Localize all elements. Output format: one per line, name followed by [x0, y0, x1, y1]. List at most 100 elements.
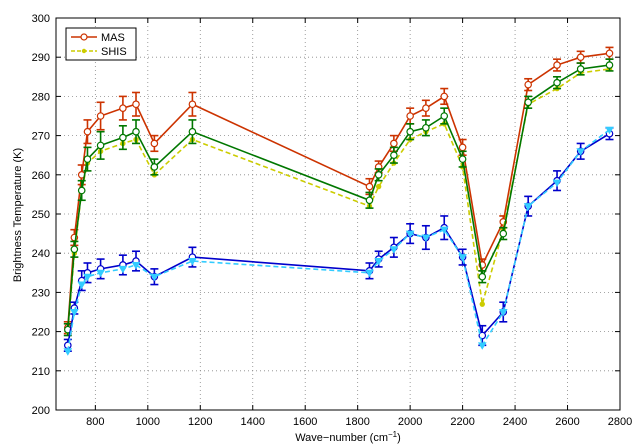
data-point [552, 179, 562, 188]
y-tick-label: 220 [32, 327, 50, 339]
data-point [576, 53, 585, 62]
data-point [83, 273, 92, 282]
y-tick-label: 270 [32, 131, 50, 143]
data-point [499, 229, 508, 238]
x-axis-label: Wave−number (cm−1) [295, 430, 401, 444]
legend-box [65, 27, 137, 61]
series-2 [63, 58, 614, 337]
data-point [374, 171, 383, 179]
y-tick-label: 280 [32, 91, 50, 103]
y-tick-label: 250 [32, 209, 50, 221]
data-point [365, 269, 374, 278]
legend-marker [80, 33, 88, 41]
data-point [422, 123, 430, 132]
x-tick-label: 1400 [241, 416, 265, 428]
data-point [77, 186, 86, 195]
series-3 [63, 126, 614, 353]
y-tick-label: 200 [32, 405, 50, 417]
data-point [96, 141, 105, 150]
series-line [67, 52, 610, 328]
data-point [605, 61, 614, 69]
data-point [77, 281, 87, 290]
legend-marker [81, 48, 87, 54]
x-tick-label: 1000 [136, 416, 160, 428]
x-tick-label: 2400 [503, 416, 527, 428]
grid [56, 17, 621, 411]
series-line [67, 132, 610, 346]
data-point [118, 265, 128, 274]
y-tick-label: 210 [32, 366, 50, 378]
data-point [70, 245, 79, 254]
data-point [478, 272, 487, 281]
data-point [96, 269, 105, 278]
data-point [406, 127, 414, 136]
legend-label: SHIS [101, 46, 127, 58]
series-layer [63, 46, 614, 356]
x-tick-label: 1800 [345, 416, 369, 428]
series-line [67, 129, 610, 352]
data-point [524, 80, 532, 89]
data-point [523, 203, 533, 211]
x-tick-label: 2600 [555, 416, 579, 428]
x-tick-label: 1200 [188, 416, 212, 428]
series-4 [63, 126, 614, 356]
data-point [576, 148, 586, 156]
data-point [458, 143, 467, 152]
data-point [119, 133, 127, 142]
data-point [605, 49, 614, 58]
data-point [576, 65, 585, 73]
data-point [440, 92, 449, 101]
data-point [365, 196, 374, 205]
data-point [365, 182, 374, 191]
y-axis-label: Brightness Temperature (K) [12, 148, 24, 282]
data-point [150, 139, 159, 148]
y-tick-label: 290 [32, 52, 50, 64]
data-point [132, 100, 140, 109]
data-point [83, 155, 92, 163]
data-point [150, 273, 159, 282]
data-point [83, 127, 92, 136]
y-tick-label: 260 [32, 170, 50, 182]
data-point [390, 139, 398, 148]
data-point [150, 163, 159, 171]
y-tick-label: 240 [32, 248, 50, 260]
data-point [405, 230, 415, 239]
data-point [553, 78, 561, 87]
x-tick-label: 2200 [450, 416, 474, 428]
data-point [439, 226, 449, 235]
data-point [132, 127, 140, 136]
data-point [374, 258, 384, 266]
axes: 800 1000 1200 1400 1600 1800 2000 2200 2400 2600 2… [32, 13, 633, 428]
legend-label: MAS [101, 32, 125, 44]
data-point [96, 112, 105, 120]
y-tick-label: 300 [32, 13, 50, 25]
data-point [188, 100, 197, 109]
data-point [389, 246, 399, 254]
data-point [458, 254, 467, 262]
data-point [458, 155, 467, 163]
data-point [477, 342, 487, 350]
legend: MAS SHIS [65, 27, 137, 61]
data-point [421, 234, 431, 243]
data-point [63, 348, 73, 356]
x-tick-label: 800 [86, 416, 104, 428]
data-point [440, 112, 449, 120]
data-point [479, 301, 485, 307]
series-line [67, 64, 610, 330]
x-tick-label: 1600 [293, 416, 317, 428]
y-tick-label: 230 [32, 287, 50, 299]
data-point [422, 104, 430, 112]
data-point [375, 183, 382, 190]
data-point [553, 61, 561, 69]
data-point [605, 126, 614, 135]
x-tick-label: 2800 [608, 416, 632, 428]
data-point [131, 261, 141, 270]
data-point [188, 127, 197, 136]
data-point [524, 98, 532, 107]
data-point [390, 151, 398, 160]
data-point [188, 258, 197, 266]
series-0 [63, 46, 614, 335]
data-point [119, 104, 127, 112]
data-point [498, 309, 508, 317]
